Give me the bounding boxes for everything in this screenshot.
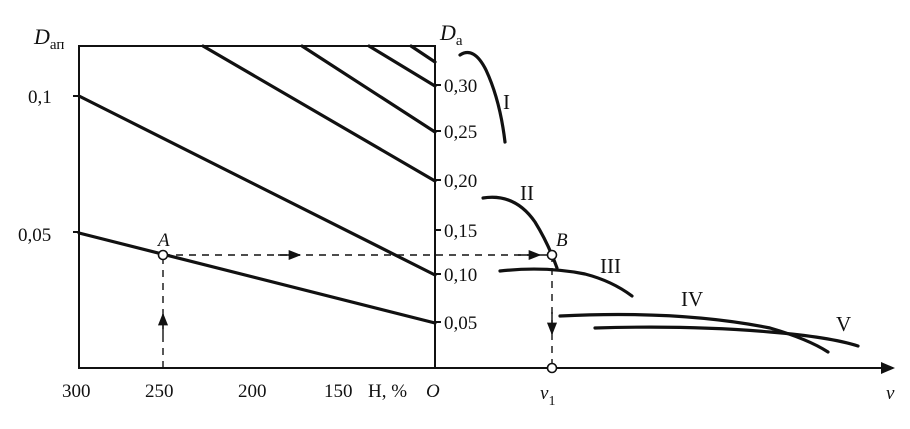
point-v1-marker: [546, 362, 558, 374]
curve-II: [481, 195, 559, 270]
right-tick-label: 0,30: [444, 76, 477, 97]
v-axis-arrow: [881, 362, 895, 374]
diagonal-line: [201, 44, 437, 183]
point-b-marker: [546, 249, 558, 261]
right-tick-label: 0,25: [444, 122, 477, 143]
h-tick-label: 250: [145, 381, 174, 402]
diagonal-line: [77, 231, 437, 325]
construction-lines: [157, 249, 558, 368]
v1-tick-label: v1: [540, 383, 555, 409]
curve-IV: [558, 312, 830, 354]
curve-label-I: I: [503, 90, 510, 114]
right-tick-label: 0,10: [444, 265, 477, 286]
h-tick-label: 200: [238, 381, 267, 402]
left-panel-frame: [78, 45, 436, 369]
right-tick-label: 0,05: [444, 313, 477, 334]
left-tick-label: 0,1: [28, 87, 52, 108]
diagonal-line: [409, 44, 437, 64]
left-tick-label: 0,05: [18, 225, 51, 246]
right-tick-label: 0,20: [444, 171, 477, 192]
h-tick-label: 150: [324, 381, 353, 402]
curves: [458, 50, 860, 354]
curve-V: [593, 325, 860, 348]
h-tick-label: 300: [62, 381, 91, 402]
right-tick-label: 0,15: [444, 221, 477, 242]
v-axis-title: v: [886, 383, 895, 404]
left-axis-title: Dап: [33, 24, 64, 53]
diagonal-line: [77, 94, 437, 277]
curve-I: [458, 50, 507, 144]
point-b-label: B: [556, 230, 568, 251]
point-a-label: A: [156, 230, 170, 251]
curve-III: [498, 267, 634, 298]
curve-label-IV: IV: [681, 287, 703, 311]
nomogram-lines: [77, 44, 437, 325]
curve-label-II: II: [520, 181, 534, 205]
right-axis-title: Da: [439, 20, 463, 49]
origin-label: O: [426, 381, 440, 402]
diagonal-line: [300, 44, 437, 134]
point-a-marker: [157, 249, 169, 261]
h-axis-title: H, %: [368, 381, 407, 402]
curve-label-V: V: [836, 312, 851, 336]
diagonal-line: [367, 44, 437, 88]
curve-label-III: III: [600, 254, 621, 278]
